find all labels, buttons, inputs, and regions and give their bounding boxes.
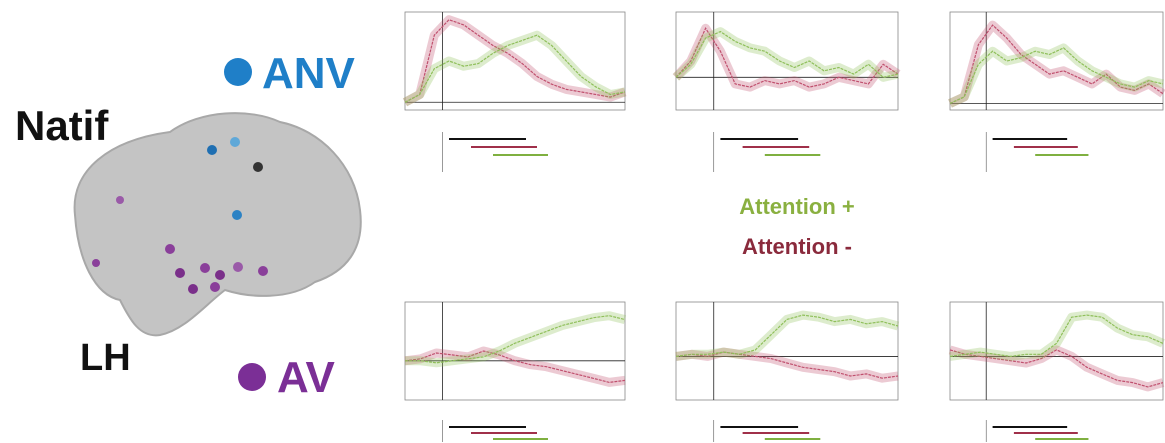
sig-bar: [764, 154, 821, 156]
sig-bar: [992, 426, 1068, 428]
av-dot: [238, 363, 266, 391]
sig-bar: [471, 432, 537, 434]
sig-bar: [493, 154, 548, 156]
series-line: [675, 351, 899, 379]
series-line: [405, 315, 626, 364]
legend-attention-minus: Attention -: [742, 234, 852, 259]
panel-frame: [675, 301, 899, 401]
panel-frame: [949, 301, 1164, 401]
sig-bar: [1035, 438, 1089, 440]
brain: [73, 112, 362, 337]
series-line: [949, 314, 1164, 358]
sig-bar: [1013, 146, 1078, 148]
series-line: [675, 27, 899, 88]
lh-label: LH: [80, 337, 131, 379]
sig-bar: [742, 146, 810, 148]
panel-frame: [675, 11, 899, 111]
electrodes: [92, 137, 268, 294]
anv-label: ANV: [262, 49, 356, 98]
sig-bar: [449, 138, 526, 140]
av-label: AV: [277, 353, 336, 402]
panel-frame: [404, 11, 626, 111]
series-line: [404, 34, 626, 103]
series-line: [675, 314, 899, 357]
sig-bar: [471, 146, 537, 148]
series-line: [949, 24, 1164, 105]
natif-label: Natif: [15, 102, 109, 149]
sig-bar: [493, 438, 548, 440]
series-line: [949, 47, 1164, 105]
sig-bar: [1013, 432, 1078, 434]
series-line: [949, 349, 1164, 388]
sig-bar: [1035, 154, 1089, 156]
panel-frame: [404, 301, 626, 401]
series-line: [404, 19, 626, 103]
sig-bar: [720, 138, 799, 140]
panel-frame: [949, 11, 1164, 111]
sig-bar: [742, 432, 810, 434]
error-band: [673, 27, 899, 82]
error-band: [675, 310, 900, 361]
anv-dot: [224, 58, 252, 86]
sig-bar: [449, 426, 526, 428]
series-line: [404, 350, 626, 384]
sig-bar: [992, 138, 1068, 140]
sig-bar: [720, 426, 799, 428]
sig-bar: [764, 438, 821, 440]
legend-attention-plus: Attention +: [739, 194, 855, 219]
series-line: [675, 30, 899, 78]
